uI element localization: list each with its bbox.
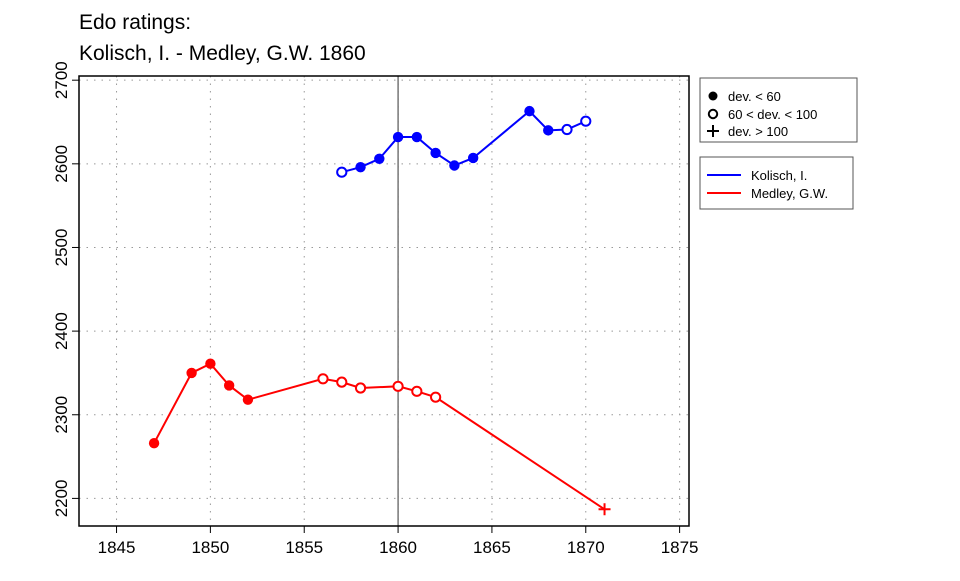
data-point-medley-g-w: [242, 394, 254, 405]
x-tick-label: 1860: [379, 538, 417, 557]
data-point-medley-g-w: [317, 373, 329, 385]
y-tick-label: 2200: [52, 479, 71, 517]
data-point-medley-g-w: [186, 367, 197, 379]
data-point-kolisch-i: [467, 152, 479, 164]
data-point-medley-g-w: [205, 358, 216, 369]
legend-series-label: Kolisch, I.: [751, 168, 807, 183]
legend-marker-label: dev. < 60: [728, 89, 781, 104]
x-tick-label: 1855: [285, 538, 323, 557]
legend-series-label: Medley, G.W.: [751, 186, 828, 201]
x-tick-label: 1845: [98, 538, 136, 557]
data-point-kolisch-i: [524, 105, 535, 117]
data-point-medley-g-w: [354, 382, 367, 394]
x-tick-label: 1850: [191, 538, 229, 557]
data-point-medley-g-w: [336, 376, 348, 388]
legend-open-marker: [707, 108, 719, 120]
grid: [79, 76, 689, 526]
x-tick-label: 1875: [661, 538, 699, 557]
series-layer: [148, 105, 611, 516]
data-point-medley-g-w: [411, 385, 423, 397]
y-tick-label: 2500: [52, 229, 71, 267]
legend-marker-label: 60 < dev. < 100: [728, 107, 817, 122]
y-tick-label: 2600: [52, 145, 71, 183]
y-tick-label: 2300: [52, 396, 71, 434]
chart-title-line2: Kolisch, I. - Medley, G.W. 1860: [79, 42, 366, 65]
chart-title-line1: Edo ratings:: [79, 11, 191, 34]
data-point-kolisch-i: [355, 161, 366, 173]
x-tick-label: 1870: [567, 538, 605, 557]
data-point-kolisch-i: [336, 166, 348, 178]
data-point-kolisch-i: [411, 131, 423, 143]
x-axis: 1845 1850 1855 1860 1865 1870 1875: [98, 526, 699, 557]
legend-filled-marker: [708, 91, 718, 101]
y-tick-label: 2700: [52, 61, 71, 99]
data-point-medley-g-w: [148, 437, 160, 449]
data-point-kolisch-i: [430, 147, 441, 159]
data-point-kolisch-i: [449, 160, 460, 171]
legend-marker-label: dev. > 100: [728, 124, 788, 139]
plot-frame: [78, 75, 690, 527]
data-point-medley-g-w: [430, 391, 442, 403]
y-axis: 2200 2300 2400 2500 2600 2700: [52, 61, 79, 517]
data-point-kolisch-i: [543, 125, 554, 136]
data-point-medley-g-w: [392, 380, 404, 392]
data-point-kolisch-i: [374, 153, 385, 165]
legend-markers: dev. < 60 60 < dev. < 100 dev. > 100: [699, 77, 858, 143]
data-point-kolisch-i: [561, 123, 573, 136]
y-tick-label: 2400: [52, 312, 71, 350]
legend-series: Kolisch, I. Medley, G.W.: [699, 156, 854, 210]
data-point-kolisch-i: [580, 115, 592, 127]
x-tick-label: 1865: [473, 538, 511, 557]
series-line-medley-g-w: [153, 362, 606, 511]
data-point-medley-g-w: [598, 503, 611, 516]
data-point-medley-g-w: [223, 380, 235, 391]
data-point-kolisch-i: [392, 131, 404, 143]
legend-plus-marker: [707, 125, 719, 137]
